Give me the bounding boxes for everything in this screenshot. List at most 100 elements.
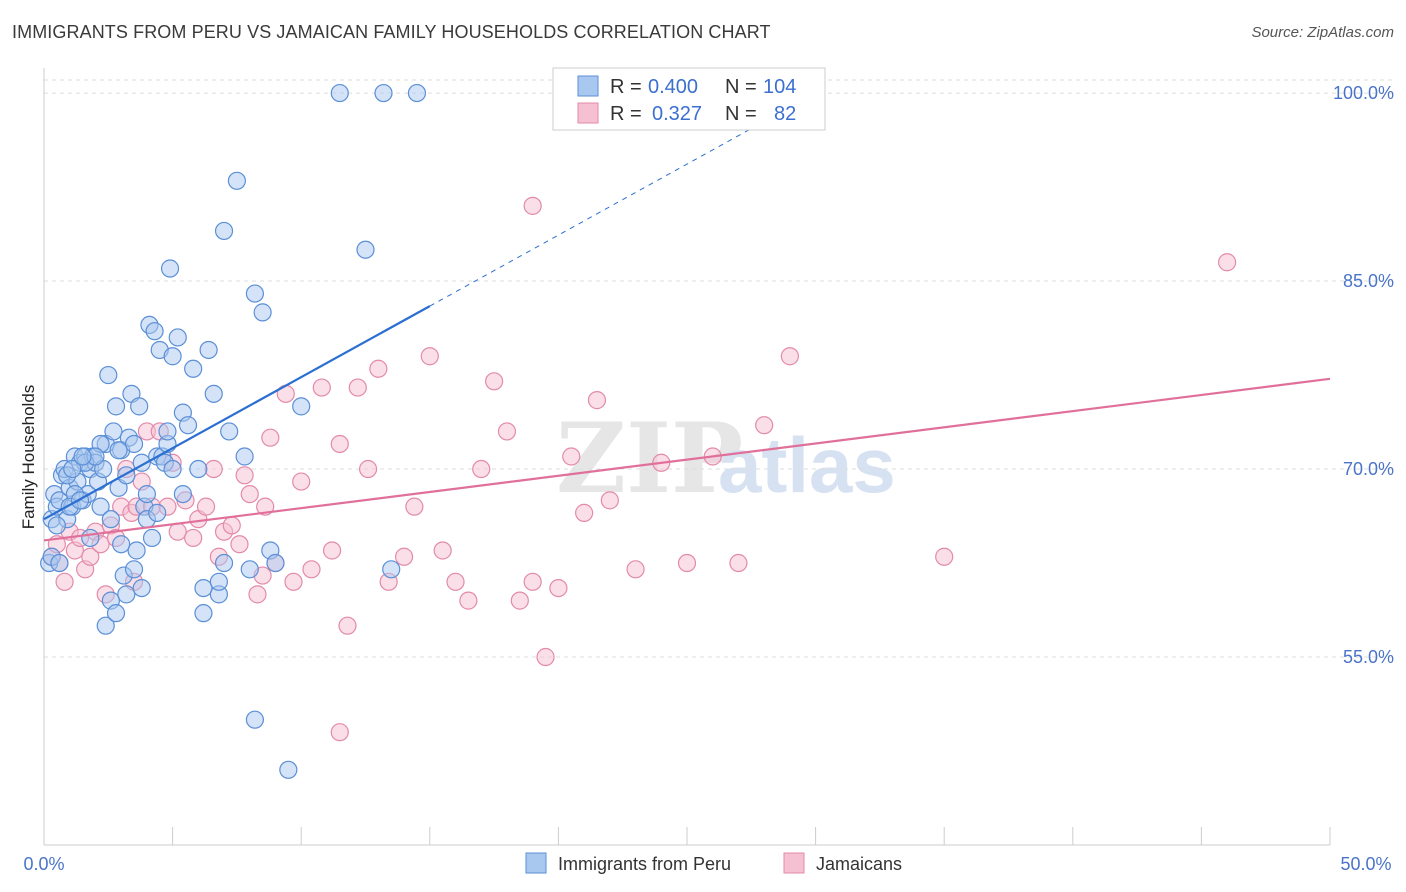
peru-point-94 <box>81 528 100 548</box>
peru-point-93 <box>214 553 234 573</box>
jamaicans-point-37 <box>256 497 275 516</box>
source-credit: Source: ZipAtlas.com <box>1251 24 1394 41</box>
jamaicans-point-36 <box>248 585 267 604</box>
peru-point-92 <box>209 572 228 591</box>
y-tick-label-55: 55.0% <box>1343 647 1394 667</box>
peru-point-53 <box>189 459 208 479</box>
series-legend: Immigrants from Peru Jamaicans <box>525 852 902 874</box>
series-legend-label-peru: Immigrants from Peru <box>558 854 731 874</box>
jamaicans-point-61 <box>510 591 529 610</box>
peru-points <box>40 83 427 779</box>
peru-point-69 <box>330 83 349 103</box>
jamaicans-point-49 <box>358 459 378 479</box>
peru-point-54 <box>194 604 213 623</box>
peru-point-82 <box>112 535 131 554</box>
jamaicans-point-58 <box>472 459 491 479</box>
x-tick-label-min: 0.0% <box>23 854 64 874</box>
x-axis-ticks <box>43 827 1331 845</box>
jamaicans-point-41 <box>284 572 303 591</box>
peru-trend-line <box>43 305 431 521</box>
y-tick-label-85: 85.0% <box>1343 271 1394 291</box>
peru-point-35 <box>130 397 149 416</box>
peru-point-103 <box>158 422 177 441</box>
peru-point-91 <box>173 484 192 504</box>
y-axis-label: Family Households <box>19 385 38 530</box>
peru-point-75 <box>194 578 213 598</box>
stats-legend: R = 0.400 N = 104 R = 0.327 N = 82 <box>552 67 826 131</box>
jamaicans-point-50 <box>369 359 388 378</box>
jamaicans-point-55 <box>433 541 452 560</box>
peru-point-76 <box>163 459 182 479</box>
jamaicans-point-73 <box>729 553 748 573</box>
peru-point-90 <box>148 503 167 522</box>
jamaicans-point-35 <box>240 484 259 504</box>
jamaicans-point-59 <box>485 372 504 391</box>
chart-title: IMMIGRANTS FROM PERU VS JAMAICAN FAMILY … <box>12 22 771 42</box>
trend-lines <box>43 121 1331 542</box>
peru-point-67 <box>279 760 298 779</box>
peru-point-101 <box>73 447 92 466</box>
peru-point-72 <box>407 83 427 103</box>
jamaicans-point-3 <box>55 572 74 591</box>
series-legend-swatch-jamaicans <box>783 852 805 874</box>
peru-point-55 <box>199 340 218 360</box>
jamaicans-point-24 <box>168 522 187 541</box>
jamaicans-point-34 <box>235 466 254 485</box>
legend-peru-n-value: 104 <box>763 76 796 98</box>
peru-point-41 <box>145 322 164 341</box>
peru-point-78 <box>117 585 136 604</box>
legend-jam-n-label: N = <box>725 103 757 125</box>
jamaicans-point-57 <box>459 591 478 610</box>
peru-point-98 <box>132 578 151 598</box>
peru-point-62 <box>240 560 259 579</box>
peru-point-25 <box>104 422 123 441</box>
jamaicans-point-54 <box>420 347 439 366</box>
peru-point-56 <box>204 384 223 403</box>
peru-point-66 <box>266 553 285 573</box>
jamaicans-point-47 <box>338 616 357 635</box>
jamaicans-point-46 <box>330 434 349 454</box>
jamaicans-point-28 <box>196 497 216 516</box>
peru-point-59 <box>220 422 239 441</box>
peru-point-20 <box>91 497 110 516</box>
jamaicans-point-42 <box>292 472 311 491</box>
peru-point-52 <box>184 359 203 378</box>
peru-point-100 <box>63 459 82 479</box>
jamaicans-point-77 <box>1218 253 1237 272</box>
jamaicans-trend-line <box>43 377 1331 542</box>
legend-swatch-peru <box>577 75 599 97</box>
peru-point-24 <box>101 510 120 529</box>
peru-point-38 <box>137 484 156 504</box>
y-axis-tick-labels: 55.0% 70.0% 85.0% 100.0% <box>1333 83 1394 667</box>
peru-point-58 <box>214 221 234 241</box>
peru-point-68 <box>292 397 311 416</box>
peru-point-74 <box>245 710 265 729</box>
jamaicans-point-64 <box>549 578 568 598</box>
jamaicans-point-74 <box>755 416 774 435</box>
peru-point-23 <box>99 365 118 385</box>
jamaicans-point-33 <box>230 535 249 554</box>
peru-point-48 <box>163 347 182 366</box>
legend-swatch-jamaicans <box>577 102 599 124</box>
peru-point-71 <box>374 83 393 103</box>
peru-point-80 <box>96 616 115 635</box>
jamaicans-point-45 <box>322 541 342 560</box>
peru-point-47 <box>160 259 180 278</box>
y-tick-label-70: 70.0% <box>1343 459 1394 479</box>
jamaicans-point-32 <box>222 516 241 535</box>
peru-point-33 <box>124 434 144 454</box>
peru-point-83 <box>124 560 144 579</box>
jamaicans-point-48 <box>348 378 367 397</box>
peru-point-81 <box>106 604 126 623</box>
peru-point-102 <box>109 441 128 460</box>
jamaicans-point-63 <box>536 647 555 667</box>
jamaicans-point-65 <box>562 447 581 466</box>
jamaicans-point-69 <box>626 560 645 579</box>
legend-jam-r-value: 0.327 <box>652 103 702 125</box>
jamaicans-point-76 <box>935 547 954 566</box>
jamaicans-point-78 <box>523 196 542 215</box>
peru-point-61 <box>235 447 254 466</box>
jamaicans-point-60 <box>497 422 517 441</box>
peru-point-85 <box>47 516 66 535</box>
peru-point-73 <box>382 560 401 579</box>
